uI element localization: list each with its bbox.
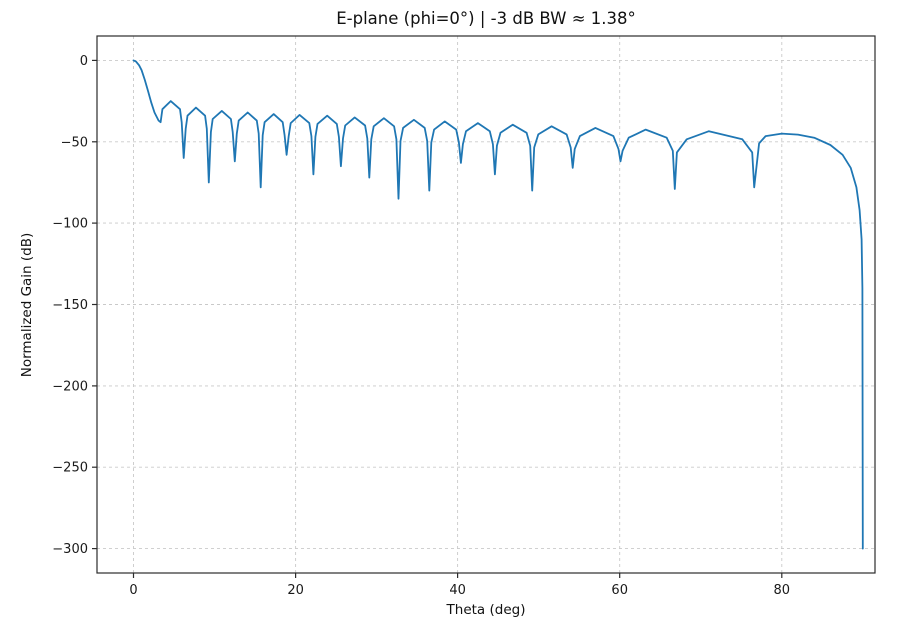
x-axis-label: Theta (deg) [446,602,526,618]
x-tick-label: 80 [774,583,791,598]
y-tick-label: −50 [61,135,88,150]
x-tick-label: 60 [611,583,628,598]
y-tick-label: −200 [52,379,88,394]
y-axis-label: Normalized Gain (dB) [19,232,35,378]
x-tick-label: 20 [287,583,304,598]
x-tick-label: 40 [449,583,466,598]
y-tick-label: −150 [52,298,88,313]
chart-title: E-plane (phi=0°) | -3 dB BW ≈ 1.38° [336,9,636,28]
pattern-line [132,59,864,550]
y-tick-label: −250 [52,461,88,476]
x-tick-label: 0 [129,583,137,598]
y-tick-label: −300 [52,542,88,557]
y-tick-label: −100 [52,217,88,232]
y-tick-label: 0 [80,54,88,69]
